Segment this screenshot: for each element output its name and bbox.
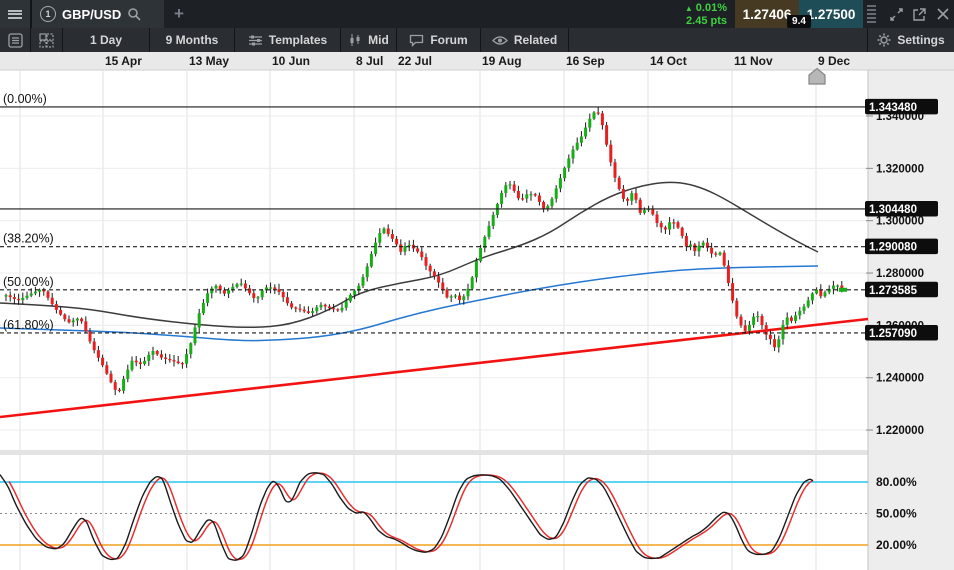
- ma-fast-line[interactable]: [0, 181, 819, 328]
- list-icon: [7, 32, 23, 48]
- change-percent: 0.01%: [695, 1, 727, 14]
- instrument-tab[interactable]: 1 GBP/USD: [32, 0, 164, 28]
- quote-panel: 1.27406 1.27500 9.4: [735, 0, 863, 28]
- date-tick-label: 10 Jun: [272, 54, 310, 68]
- gear-icon: [877, 33, 891, 47]
- settings-button[interactable]: Settings: [868, 28, 954, 52]
- speech-bubble-icon: [410, 34, 424, 47]
- date-tick-label: 15 Apr: [105, 54, 142, 68]
- chart-canvas[interactable]: 1.3400001.3200001.3000001.2800001.260000…: [0, 52, 954, 570]
- popout-icon[interactable]: [908, 0, 931, 28]
- chart-toolbar: 1 Day 9 Months Templates Mid: [0, 28, 954, 52]
- up-arrow-icon: ▲: [684, 3, 693, 13]
- price-badge-label: 1.304480: [869, 204, 917, 216]
- hamburger-icon: [8, 8, 22, 20]
- price-badge-label: 1.343480: [869, 102, 917, 114]
- stochastic-d-line: [8, 472, 814, 561]
- templates-button[interactable]: Templates: [235, 28, 341, 52]
- stochastic-panel[interactable]: [0, 455, 868, 570]
- drag-handle-icon[interactable]: [867, 0, 883, 28]
- search-icon[interactable]: [127, 7, 141, 21]
- date-axis[interactable]: [0, 52, 954, 70]
- close-icon[interactable]: [931, 0, 954, 28]
- price-axis[interactable]: [868, 70, 954, 570]
- menu-button[interactable]: [0, 0, 32, 28]
- date-tick-label: 8 Jul: [356, 54, 383, 68]
- price-tick-label: 1.220000: [876, 425, 924, 437]
- candlestick-series: [4, 106, 844, 396]
- vertical-gridlines: [19, 70, 817, 570]
- fib-level-label: (0.00%): [3, 92, 47, 106]
- spread-badge: 9.4: [787, 15, 811, 28]
- date-tick-label: 13 May: [189, 54, 229, 68]
- fib-level-label: (38.20%): [3, 232, 54, 246]
- price-badge-label: 1.273585: [869, 285, 918, 297]
- stochastic-tick-label: 80.00%: [876, 475, 917, 489]
- date-tick-label: 14 Oct: [650, 54, 687, 68]
- date-tick-label: 22 Jul: [398, 54, 432, 68]
- price-gridlines: 1.3400001.3200001.3000001.2800001.260000…: [0, 111, 924, 437]
- add-tab-button[interactable]: +: [174, 4, 184, 23]
- price-mode-button[interactable]: Mid: [341, 28, 397, 52]
- price-badge: [865, 281, 938, 298]
- layout-button[interactable]: [31, 28, 63, 52]
- price-badge-label: 1.290080: [869, 242, 917, 254]
- fibonacci-retracement[interactable]: (0.00%) (38.20%) (50.00%) (61.80%): [0, 92, 868, 334]
- eye-icon: [491, 35, 508, 45]
- related-button[interactable]: Related: [481, 28, 569, 52]
- panel-separator[interactable]: [0, 450, 868, 455]
- forum-button[interactable]: Forum: [397, 28, 481, 52]
- price-badge: [865, 200, 938, 217]
- forum-label: Forum: [430, 33, 468, 47]
- date-tick-label: 9 Dec: [818, 54, 850, 68]
- templates-label: Templates: [268, 33, 328, 47]
- watchlist-button[interactable]: [0, 28, 31, 52]
- top-bar: 1 GBP/USD + ▲ 0.01% 2.45 pts 1.27406 1.27…: [0, 0, 954, 28]
- main-plot-area[interactable]: [0, 70, 868, 450]
- topbar-spacer: [194, 0, 685, 28]
- instrument-symbol: GBP/USD: [62, 6, 122, 22]
- price-change: ▲ 0.01% 2.45 pts: [685, 0, 727, 28]
- price-tick-label: 1.320000: [876, 163, 924, 175]
- price-badge: [865, 98, 938, 115]
- interval-label: 1 Day: [89, 33, 123, 47]
- tab-number-badge: 1: [40, 6, 56, 22]
- date-tick-label: 19 Aug: [482, 54, 522, 68]
- sell-price-button[interactable]: 1.27406: [735, 0, 799, 28]
- interval-selector[interactable]: 1 Day: [63, 28, 150, 52]
- price-badge: [865, 324, 938, 341]
- sliders-icon: [248, 35, 262, 45]
- date-tick-label: 16 Sep: [566, 54, 605, 68]
- stochastic-axis-labels: 80.00% 50.00% 20.00%: [876, 475, 917, 552]
- price-badge-label: 1.257090: [869, 328, 917, 340]
- price-tick-label: 1.300000: [876, 216, 924, 228]
- range-label: 9 Months: [165, 33, 219, 47]
- x-axis-labels: 15 Apr 13 May 10 Jun 8 Jul 22 Jul 19 Aug 16 Se…: [105, 54, 850, 68]
- related-label: Related: [513, 33, 558, 47]
- stochastic-tick-label: 50.00%: [876, 507, 917, 521]
- price-level-badges: 1.343480 1.304480 1.290080 1.273585 1.257090: [865, 98, 938, 341]
- change-points: 2.45 pts: [686, 14, 727, 27]
- date-marker[interactable]: [808, 67, 826, 85]
- toolbar-spacer: [569, 28, 868, 52]
- grid-layout-icon: [39, 32, 54, 48]
- expand-icon[interactable]: [885, 0, 908, 28]
- fib-level-label: (61.80%): [3, 318, 54, 332]
- price-badge: [865, 238, 938, 255]
- price-tick-label: 1.240000: [876, 373, 924, 385]
- settings-label: Settings: [897, 33, 945, 47]
- stochastic-k-line: [0, 472, 814, 561]
- fib-level-label: (50.00%): [3, 275, 54, 289]
- trend-line[interactable]: [0, 317, 869, 419]
- range-selector[interactable]: 9 Months: [150, 28, 235, 52]
- date-tick-label: 11 Nov: [734, 54, 773, 68]
- candlestick-icon: [350, 34, 360, 46]
- current-close-marker: [839, 287, 847, 292]
- stochastic-tick-label: 20.00%: [876, 538, 917, 552]
- price-tick-label: 1.280000: [876, 268, 924, 280]
- price-mode-label: Mid: [368, 33, 389, 47]
